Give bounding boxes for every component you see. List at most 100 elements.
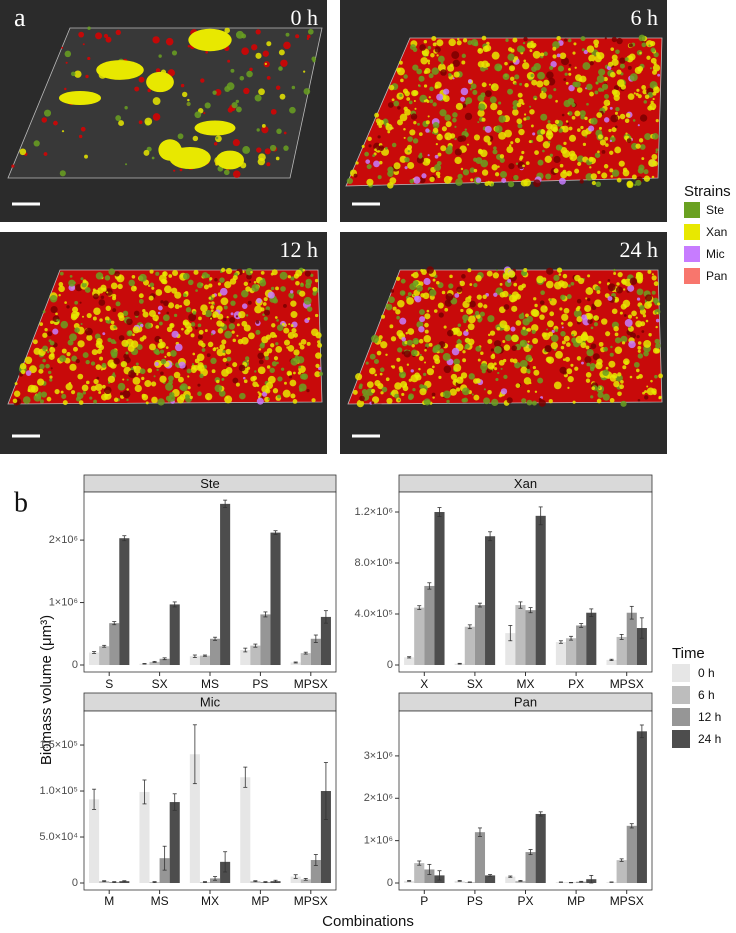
- cell-cluster: [436, 54, 439, 57]
- cell-cluster: [263, 297, 268, 302]
- cell-cluster: [431, 67, 439, 75]
- cell-cluster: [216, 379, 220, 384]
- cell-cluster: [631, 310, 637, 317]
- cell-cluster: [59, 271, 64, 276]
- cell-cluster: [82, 43, 85, 46]
- cell-cluster: [489, 96, 497, 104]
- cell-cluster: [317, 340, 321, 344]
- cell-cluster: [617, 391, 622, 397]
- cell-cluster: [604, 37, 607, 40]
- cell-cluster: [553, 88, 557, 92]
- cell-cluster: [534, 97, 537, 101]
- cell-cluster: [531, 329, 536, 335]
- cell-cluster: [261, 123, 266, 128]
- cell-cluster: [219, 287, 228, 296]
- cell-cluster: [223, 317, 227, 322]
- cell-cluster: [11, 164, 15, 168]
- cell-cluster: [79, 301, 82, 304]
- cell-cluster: [651, 133, 659, 140]
- cell-cluster: [480, 159, 489, 168]
- cell-cluster: [263, 309, 270, 316]
- cell-cluster: [519, 359, 528, 368]
- cell-cluster: [432, 42, 437, 47]
- cell-cluster: [645, 319, 649, 323]
- cell-cluster: [433, 309, 438, 313]
- cell-cluster: [641, 42, 647, 48]
- error-bar: [263, 881, 268, 883]
- cell-cluster: [491, 51, 500, 60]
- cell-cluster: [197, 383, 201, 387]
- cell-cluster: [174, 343, 183, 352]
- cell-cluster: [314, 278, 319, 283]
- error-bar: [619, 633, 624, 640]
- cell-cluster: [626, 55, 634, 63]
- cell-cluster: [186, 101, 191, 107]
- cell-cluster: [274, 334, 278, 338]
- cell-cluster: [118, 120, 125, 127]
- cell-cluster: [247, 300, 252, 305]
- cell-cluster: [169, 322, 175, 329]
- cell-cluster: [490, 83, 499, 92]
- cell-cluster: [396, 276, 401, 281]
- cell-cluster: [549, 298, 552, 302]
- cell-cluster: [501, 177, 507, 183]
- cell-cluster: [113, 325, 117, 329]
- cell-cluster: [419, 44, 426, 51]
- cell-cluster: [467, 323, 475, 331]
- cell-cluster: [443, 390, 451, 399]
- cell-cluster: [428, 96, 431, 99]
- cell-cluster: [540, 129, 546, 135]
- cell-cluster: [542, 149, 545, 153]
- cell-cluster: [158, 54, 162, 58]
- cell-cluster: [614, 298, 618, 302]
- cell-cluster: [470, 178, 474, 182]
- cell-cluster: [557, 65, 565, 72]
- cell-cluster: [610, 345, 613, 349]
- cell-cluster: [615, 49, 620, 55]
- cell-cluster: [47, 370, 52, 375]
- cell-cluster: [315, 352, 322, 359]
- error-bar: [589, 874, 594, 884]
- cell-cluster: [429, 86, 434, 92]
- cell-cluster: [206, 397, 209, 400]
- cell-cluster: [603, 117, 610, 123]
- cell-cluster: [553, 155, 561, 164]
- x-tick-label: MP: [251, 894, 269, 908]
- cell-cluster: [155, 325, 160, 329]
- cell-cluster: [85, 74, 89, 79]
- cell-cluster: [167, 302, 175, 309]
- cell-cluster: [445, 293, 454, 301]
- cell-cluster: [654, 308, 661, 315]
- cell-cluster: [455, 178, 463, 186]
- cell-cluster: [609, 71, 616, 78]
- cell-cluster: [49, 375, 53, 379]
- cell-cluster: [257, 352, 265, 360]
- cell-cluster: [618, 160, 625, 167]
- cell-cluster: [607, 296, 613, 302]
- cell-cluster: [158, 338, 163, 343]
- cell-cluster: [521, 312, 524, 315]
- cell-cluster: [227, 59, 231, 63]
- cell-cluster: [563, 141, 567, 146]
- cell-cluster: [107, 375, 116, 383]
- cell-cluster: [301, 373, 308, 380]
- cell-cluster: [279, 93, 286, 100]
- bar: [250, 881, 261, 884]
- cell-cluster: [430, 52, 435, 58]
- cell-cluster: [491, 353, 495, 357]
- panel-a-label: a: [14, 3, 26, 32]
- cell-cluster: [492, 272, 500, 279]
- cell-cluster: [173, 371, 181, 379]
- cell-cluster: [431, 392, 436, 397]
- cell-cluster: [197, 364, 205, 372]
- y-tick-label: 0: [387, 659, 393, 671]
- cell-cluster: [213, 347, 216, 350]
- cell-cluster: [556, 36, 561, 41]
- error-bar: [172, 601, 177, 608]
- cell-cluster: [90, 361, 96, 366]
- cell-cluster: [416, 285, 423, 292]
- x-tick-label: MPSX: [294, 894, 328, 908]
- cell-cluster: [615, 106, 620, 112]
- cell-cluster: [113, 341, 117, 344]
- cell-cluster: [402, 291, 405, 295]
